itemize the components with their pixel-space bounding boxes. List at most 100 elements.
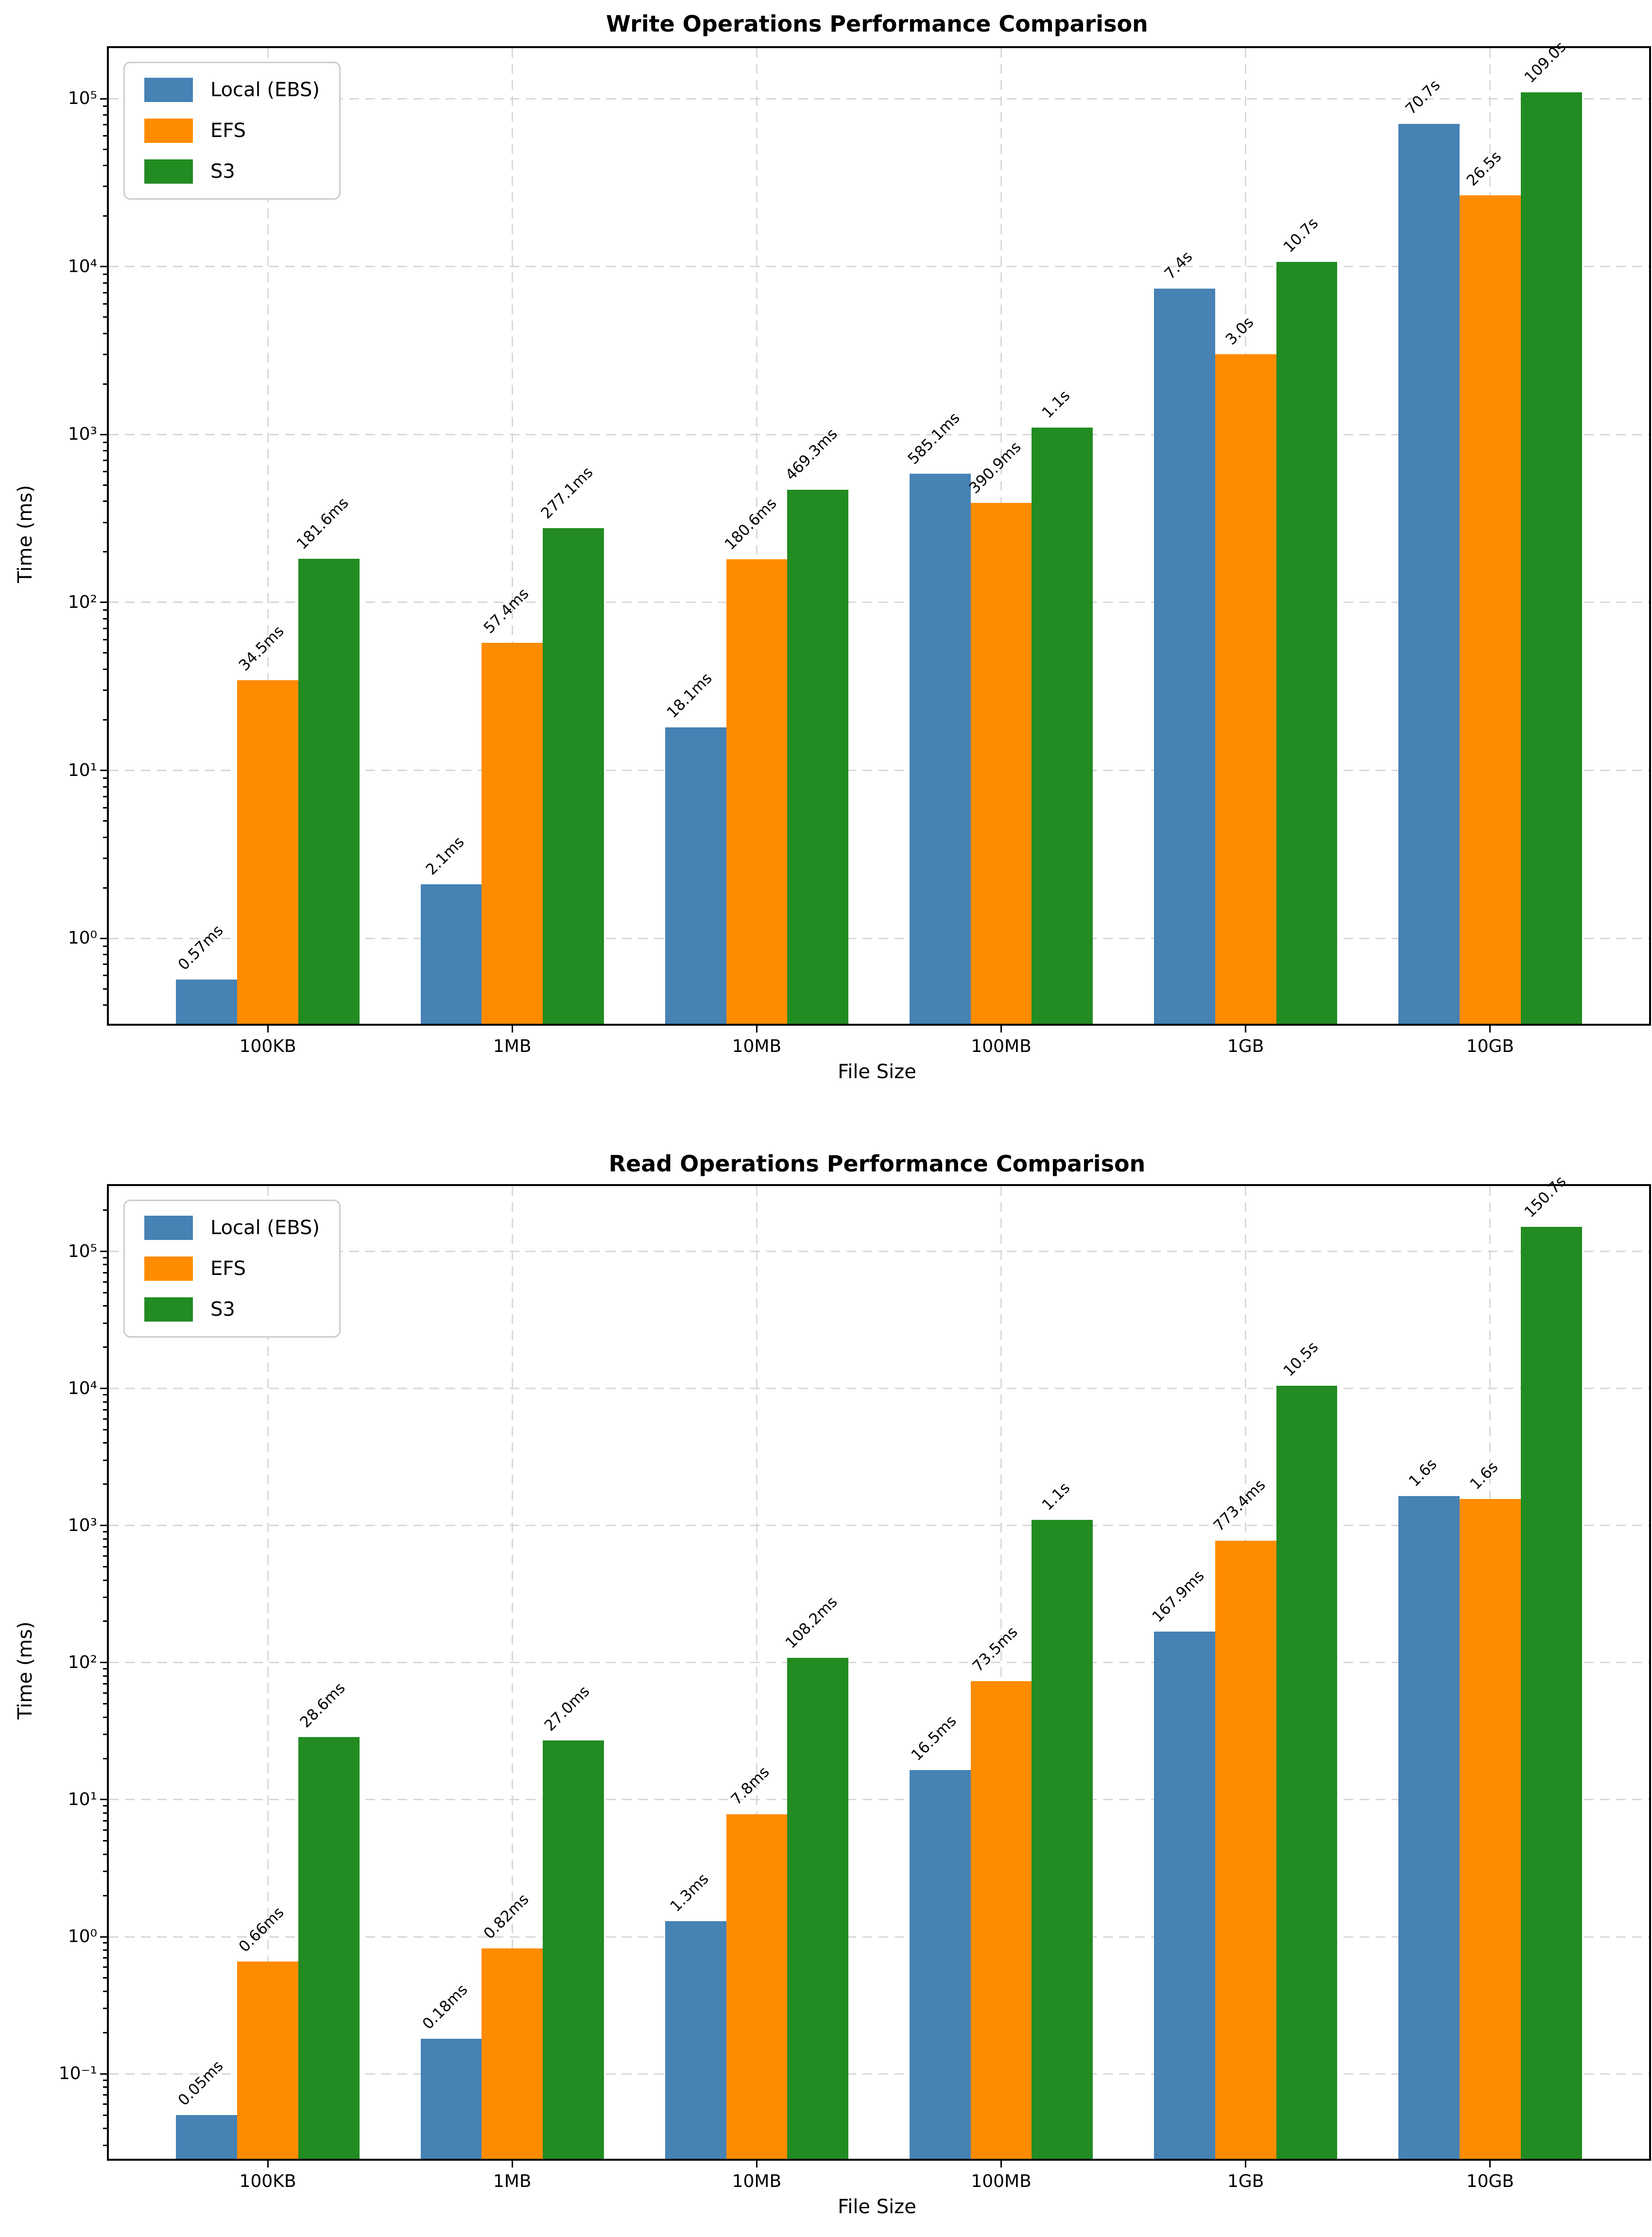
bar-value-label: 0.05ms <box>174 2057 227 2110</box>
bar-value-label: 181.6ms <box>293 494 352 553</box>
y-tick-minor <box>103 1459 107 1461</box>
y-tick-minor <box>103 689 107 691</box>
y-tick-minor <box>103 1004 107 1006</box>
bar-value-label: 7.8ms <box>728 1763 774 1809</box>
y-tick-minor <box>103 1683 107 1685</box>
y-tick-label: 10⁰ <box>68 928 97 948</box>
y-tick-minor <box>103 1894 107 1896</box>
x-tick-label: 1GB <box>1227 2171 1264 2191</box>
plot-area: 10⁰ 10¹ 10² 10³ 10⁴ 10⁵ 100KB 1MB 10MB 100MB 1GB 10… <box>68 38 1651 1056</box>
y-tick-label: 10¹ <box>68 1789 97 1809</box>
y-tick-minor <box>103 1620 107 1622</box>
bar-value-label: 10.7s <box>1280 214 1322 256</box>
y-tick-minor <box>103 1870 107 1872</box>
y-tick-label: 10⁵ <box>68 1241 97 1261</box>
y-tick-minor <box>103 441 107 443</box>
bar-value-label: 1.6s <box>1405 1455 1441 1491</box>
y-tick-minor <box>103 2114 107 2116</box>
y-tick-minor <box>103 1483 107 1485</box>
x-tick-label: 10MB <box>732 2171 782 2191</box>
y-tick-minor <box>103 383 107 385</box>
bar-local-ebs <box>1154 288 1215 1024</box>
y-tick-minor <box>103 2008 107 2010</box>
y-tick-minor <box>103 165 107 167</box>
y-gridline <box>109 1662 1649 1664</box>
bar-value-label: 109.0s <box>1521 38 1569 87</box>
y-tick-minor <box>103 273 107 275</box>
y-tick-major <box>100 2073 107 2075</box>
y-tick-minor <box>103 1418 107 1420</box>
y-tick-major <box>100 1388 107 1390</box>
plot-area: 10⁻¹ 10⁰ 10¹ 10² 10³ 10⁴ 10⁵ 100KB 1MB 10MB 100MB 1… <box>59 1173 1651 2191</box>
x-tick <box>267 1026 269 1032</box>
bar-value-label: 0.57ms <box>174 921 227 974</box>
bar-value-label: 108.2ms <box>782 1593 842 1652</box>
y-tick-minor <box>103 1579 107 1581</box>
y-tick-minor <box>103 186 107 188</box>
legend-item: EFS <box>144 1256 320 1281</box>
y-tick-minor <box>103 1716 107 1718</box>
bar-value-label: 1.6s <box>1466 1458 1502 1494</box>
y-tick-minor <box>103 1668 107 1670</box>
y-tick-minor <box>103 450 107 452</box>
y-tick-minor <box>103 1555 107 1557</box>
x-tick-label: 1GB <box>1227 1036 1264 1056</box>
y-tick-minor <box>103 1281 107 1283</box>
y-tick-minor <box>103 1703 107 1705</box>
legend-swatch-local-ebs <box>144 78 193 102</box>
y-tick-minor <box>103 1692 107 1694</box>
bar-efs <box>970 503 1032 1024</box>
bar-efs <box>1215 1541 1276 2159</box>
bar-local-ebs <box>176 2115 238 2159</box>
x-gridline <box>267 1186 269 2159</box>
bar-value-label: 0.66ms <box>235 1903 288 1956</box>
bar-value-label: 1.3ms <box>667 1870 712 1915</box>
y-tick-minor <box>103 795 107 797</box>
y-tick-minor <box>103 105 107 107</box>
y-tick-label: 10³ <box>68 1515 97 1535</box>
y-tick-major <box>100 1251 107 1253</box>
y-tick-minor <box>103 618 107 619</box>
bar-value-label: 2.1ms <box>422 833 468 878</box>
x-tick <box>1245 2161 1247 2168</box>
legend-label: S3 <box>210 160 235 183</box>
bar-value-label: 70.7s <box>1402 76 1444 119</box>
y-tick-minor <box>103 857 107 859</box>
bar-value-label: 3.0s <box>1222 313 1257 349</box>
x-tick-label: 100MB <box>971 2171 1032 2191</box>
y-tick-minor <box>103 1949 107 1951</box>
x-tick <box>511 2161 513 2168</box>
y-tick-major <box>100 1662 107 1664</box>
y-tick-minor <box>103 1966 107 1968</box>
y-tick-label: 10⁴ <box>68 256 97 276</box>
bar-efs <box>726 1814 788 2159</box>
y-tick-major <box>100 602 107 603</box>
y-gridline <box>109 1251 1649 1253</box>
y-tick-minor <box>103 282 107 284</box>
bar-value-label: 10.5s <box>1280 1338 1322 1380</box>
y-tick-label: 10¹ <box>68 760 97 780</box>
x-tick <box>1489 1026 1491 1032</box>
y-tick-minor <box>103 945 107 947</box>
bar-local-ebs <box>420 2039 482 2159</box>
y-tick-minor <box>103 836 107 838</box>
x-tick <box>511 1026 513 1032</box>
y-tick-minor <box>103 521 107 523</box>
x-axis-label: File Size <box>838 1061 916 1083</box>
bar-s3 <box>1520 92 1582 1024</box>
x-gridline <box>756 1186 757 2159</box>
y-tick-minor <box>103 639 107 641</box>
legend-label: S3 <box>210 1298 235 1321</box>
y-tick-minor <box>103 1805 107 1807</box>
y-tick-minor <box>103 1394 107 1396</box>
y-gridline <box>109 770 1649 772</box>
y-axis-label: Time (ms) <box>14 485 36 583</box>
x-tick <box>756 1026 757 1032</box>
bar-efs <box>1460 195 1521 1024</box>
y-tick-minor <box>103 1957 107 1959</box>
y-tick-minor <box>103 1442 107 1444</box>
legend-label: EFS <box>210 1257 246 1280</box>
legend-item: S3 <box>144 1297 320 1322</box>
y-tick-minor <box>103 1292 107 1293</box>
y-tick-minor <box>103 668 107 670</box>
